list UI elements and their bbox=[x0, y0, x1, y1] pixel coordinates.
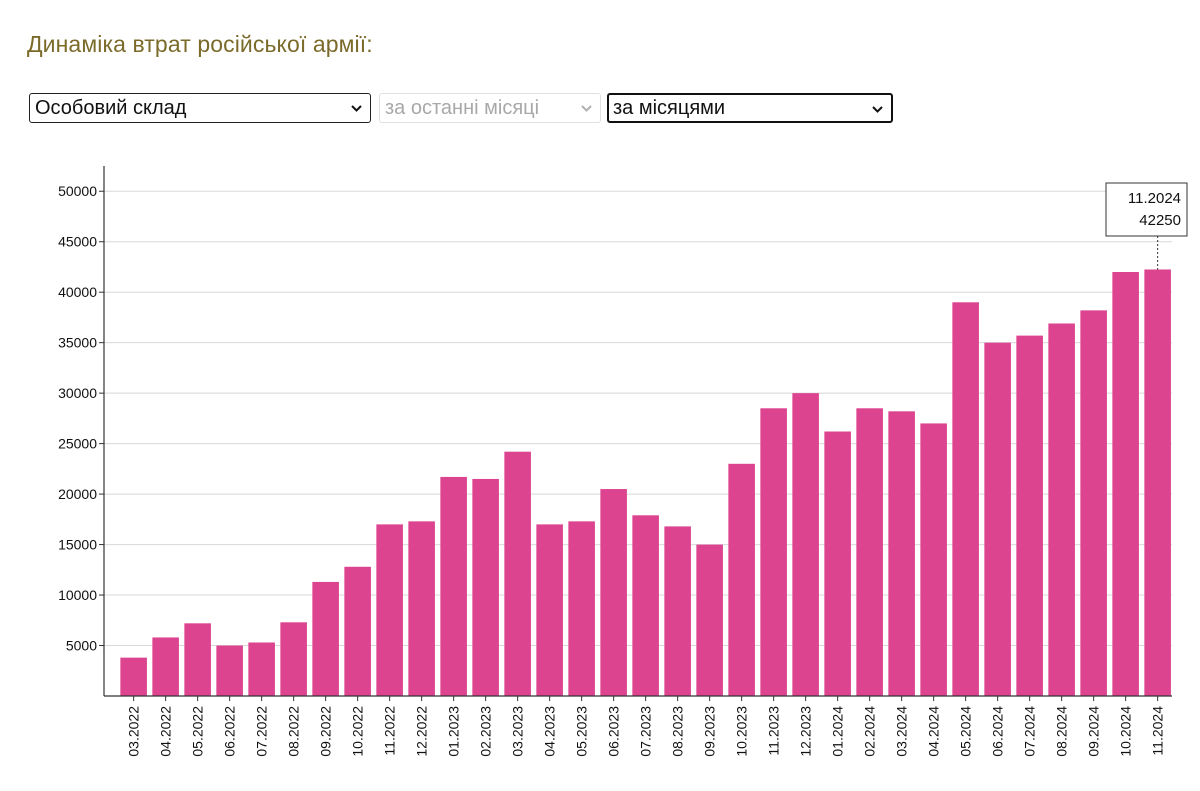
y-tick-label: 5000 bbox=[66, 638, 97, 654]
y-tick-label: 20000 bbox=[58, 486, 97, 502]
x-tick-label: 05.2022 bbox=[190, 706, 206, 757]
bar-08.2023[interactable] bbox=[664, 526, 691, 696]
bar-04.2023[interactable] bbox=[536, 524, 563, 696]
bar-03.2022[interactable] bbox=[120, 657, 147, 696]
bar-08.2024[interactable] bbox=[1048, 323, 1075, 696]
tooltip: 11.2024 42250 bbox=[1105, 182, 1188, 270]
x-tick-label: 05.2023 bbox=[574, 706, 590, 757]
bar-07.2024[interactable] bbox=[1016, 335, 1043, 696]
period-select-value: за останні місяці bbox=[385, 97, 540, 119]
bar-06.2023[interactable] bbox=[600, 489, 627, 696]
chevron-down-icon bbox=[872, 106, 883, 113]
x-tick-label: 09.2023 bbox=[702, 706, 718, 757]
x-tick-label: 03.2022 bbox=[126, 706, 142, 757]
bar-11.2024[interactable] bbox=[1144, 269, 1171, 696]
x-tick-label: 09.2024 bbox=[1086, 706, 1102, 757]
bar-06.2024[interactable] bbox=[984, 342, 1011, 696]
bar-09.2022[interactable] bbox=[312, 581, 339, 696]
x-tick-label: 12.2023 bbox=[798, 706, 814, 757]
bar-02.2024[interactable] bbox=[856, 408, 883, 696]
bar-12.2023[interactable] bbox=[792, 393, 819, 696]
tooltip-box bbox=[1105, 182, 1188, 237]
x-tick-label: 02.2024 bbox=[862, 706, 878, 757]
bar-10.2024[interactable] bbox=[1112, 272, 1139, 696]
x-tick-label: 04.2022 bbox=[158, 706, 174, 757]
bar-09.2024[interactable] bbox=[1080, 310, 1107, 696]
y-tick-label: 10000 bbox=[58, 587, 97, 603]
y-tick-label: 45000 bbox=[58, 234, 97, 250]
tooltip-label: 11.2024 bbox=[1128, 190, 1181, 207]
x-tick-label: 10.2024 bbox=[1118, 706, 1134, 757]
grouping-select[interactable]: за місяцями bbox=[607, 93, 893, 123]
y-tick-label: 50000 bbox=[58, 183, 97, 199]
x-tick-label: 10.2023 bbox=[734, 706, 750, 757]
y-tick-label: 35000 bbox=[58, 335, 97, 351]
x-tick-label: 06.2024 bbox=[990, 706, 1006, 757]
x-tick-label: 07.2024 bbox=[1022, 706, 1038, 757]
category-select-value: Особовий склад bbox=[35, 97, 187, 119]
x-tick-label: 07.2022 bbox=[254, 706, 270, 757]
x-tick-label: 08.2022 bbox=[286, 706, 302, 757]
bar-05.2023[interactable] bbox=[568, 521, 595, 696]
x-tick-label: 02.2023 bbox=[478, 706, 494, 757]
x-tick-label: 08.2023 bbox=[670, 706, 686, 757]
x-tick-label: 06.2022 bbox=[222, 706, 238, 757]
x-tick-label: 05.2024 bbox=[958, 706, 974, 757]
period-select[interactable]: за останні місяці bbox=[379, 93, 601, 123]
bar-09.2023[interactable] bbox=[696, 544, 723, 696]
grouping-select-value: за місяцями bbox=[613, 97, 726, 119]
bar-01.2023[interactable] bbox=[440, 476, 467, 696]
tooltip-value: 42250 bbox=[1139, 212, 1181, 229]
x-tick-label: 03.2023 bbox=[510, 706, 526, 757]
bar-04.2022[interactable] bbox=[152, 637, 179, 696]
bar-06.2022[interactable] bbox=[216, 645, 243, 696]
y-tick-label: 25000 bbox=[58, 436, 97, 452]
bar-07.2022[interactable] bbox=[248, 642, 275, 696]
bar-01.2024[interactable] bbox=[824, 431, 851, 696]
bar-04.2024[interactable] bbox=[920, 423, 947, 696]
bar-05.2022[interactable] bbox=[184, 623, 211, 696]
x-tick-label: 01.2023 bbox=[446, 706, 462, 757]
bar-10.2023[interactable] bbox=[728, 463, 755, 696]
y-tick-label: 15000 bbox=[58, 537, 97, 553]
bar-07.2023[interactable] bbox=[632, 515, 659, 696]
chevron-down-icon bbox=[581, 105, 592, 112]
y-tick-label: 40000 bbox=[58, 284, 97, 300]
bars bbox=[120, 269, 1171, 696]
bar-03.2024[interactable] bbox=[888, 411, 915, 696]
bar-05.2024[interactable] bbox=[952, 302, 979, 696]
x-tick-label: 04.2023 bbox=[542, 706, 558, 757]
y-tick-label: 30000 bbox=[58, 385, 97, 401]
bar-10.2022[interactable] bbox=[344, 566, 371, 696]
x-tick-label: 11.2022 bbox=[382, 706, 398, 756]
x-tick-label: 09.2022 bbox=[318, 706, 334, 757]
bar-11.2023[interactable] bbox=[760, 408, 787, 696]
bar-11.2022[interactable] bbox=[376, 524, 403, 696]
x-tick-label: 11.2024 bbox=[1150, 706, 1166, 756]
chevron-down-icon bbox=[351, 105, 362, 112]
bar-03.2023[interactable] bbox=[504, 451, 531, 696]
x-tick-label: 11.2023 bbox=[766, 706, 782, 756]
tick-labels: 5000 10000 15000 20000 25000 30000 35000 40000 4… bbox=[58, 183, 1166, 756]
x-tick-label: 10.2022 bbox=[350, 706, 366, 757]
bar-02.2023[interactable] bbox=[472, 478, 499, 696]
x-tick-label: 03.2024 bbox=[894, 706, 910, 757]
x-tick-label: 06.2023 bbox=[606, 706, 622, 757]
bar-12.2022[interactable] bbox=[408, 521, 435, 696]
page-title: Динаміка втрат російської армії: bbox=[27, 31, 373, 57]
x-tick-label: 08.2024 bbox=[1054, 706, 1070, 757]
category-select[interactable]: Особовий склад bbox=[29, 93, 371, 123]
x-tick-label: 12.2022 bbox=[414, 706, 430, 757]
x-tick-label: 07.2023 bbox=[638, 706, 654, 757]
x-tick-label: 04.2024 bbox=[926, 706, 942, 757]
bar-08.2022[interactable] bbox=[280, 622, 307, 696]
axes bbox=[99, 166, 1172, 701]
x-tick-label: 01.2024 bbox=[830, 706, 846, 757]
